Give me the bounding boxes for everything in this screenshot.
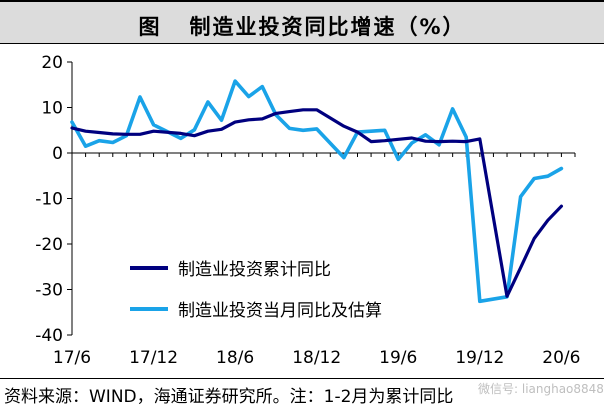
figure-title: 图 制造业投资同比增速（%）	[0, 11, 604, 41]
x-tick-label: 17/12	[129, 348, 178, 368]
title-band: 图 制造业投资同比增速（%）	[0, 0, 604, 44]
x-tick-label: 18/6	[216, 348, 254, 368]
source-note: 资料来源：WIND，海通证券研究所。注：1-2月为累计同比	[4, 387, 454, 407]
x-tick-label: 20/6	[542, 348, 580, 368]
wechat-watermark: 微信号: lianghao8848	[478, 382, 604, 396]
y-tick-label: 0	[52, 144, 63, 164]
footer-divider	[0, 378, 604, 379]
x-tick-label: 19/6	[379, 348, 417, 368]
series-line-cumulative	[70, 108, 564, 298]
y-tick-label: -40	[35, 326, 63, 346]
x-tick-label: 18/12	[292, 348, 341, 368]
y-tick-label: 10	[41, 99, 63, 119]
y-tick-label: 20	[41, 53, 63, 73]
legend-label-cumulative: 制造业投资累计同比	[178, 260, 331, 280]
legend-label-monthly: 制造业投资当月同比及估算	[178, 301, 382, 321]
series-line-monthly	[70, 79, 564, 304]
y-tick-label: -30	[35, 281, 63, 301]
chart-title: 制造业投资同比增速（%）	[189, 15, 466, 39]
y-tick-label: -20	[35, 235, 63, 255]
figure-prefix: 图	[138, 15, 162, 39]
x-tick-label: 17/6	[53, 348, 91, 368]
x-tick-label: 19/12	[455, 348, 504, 368]
y-tick-label: -10	[35, 190, 63, 210]
